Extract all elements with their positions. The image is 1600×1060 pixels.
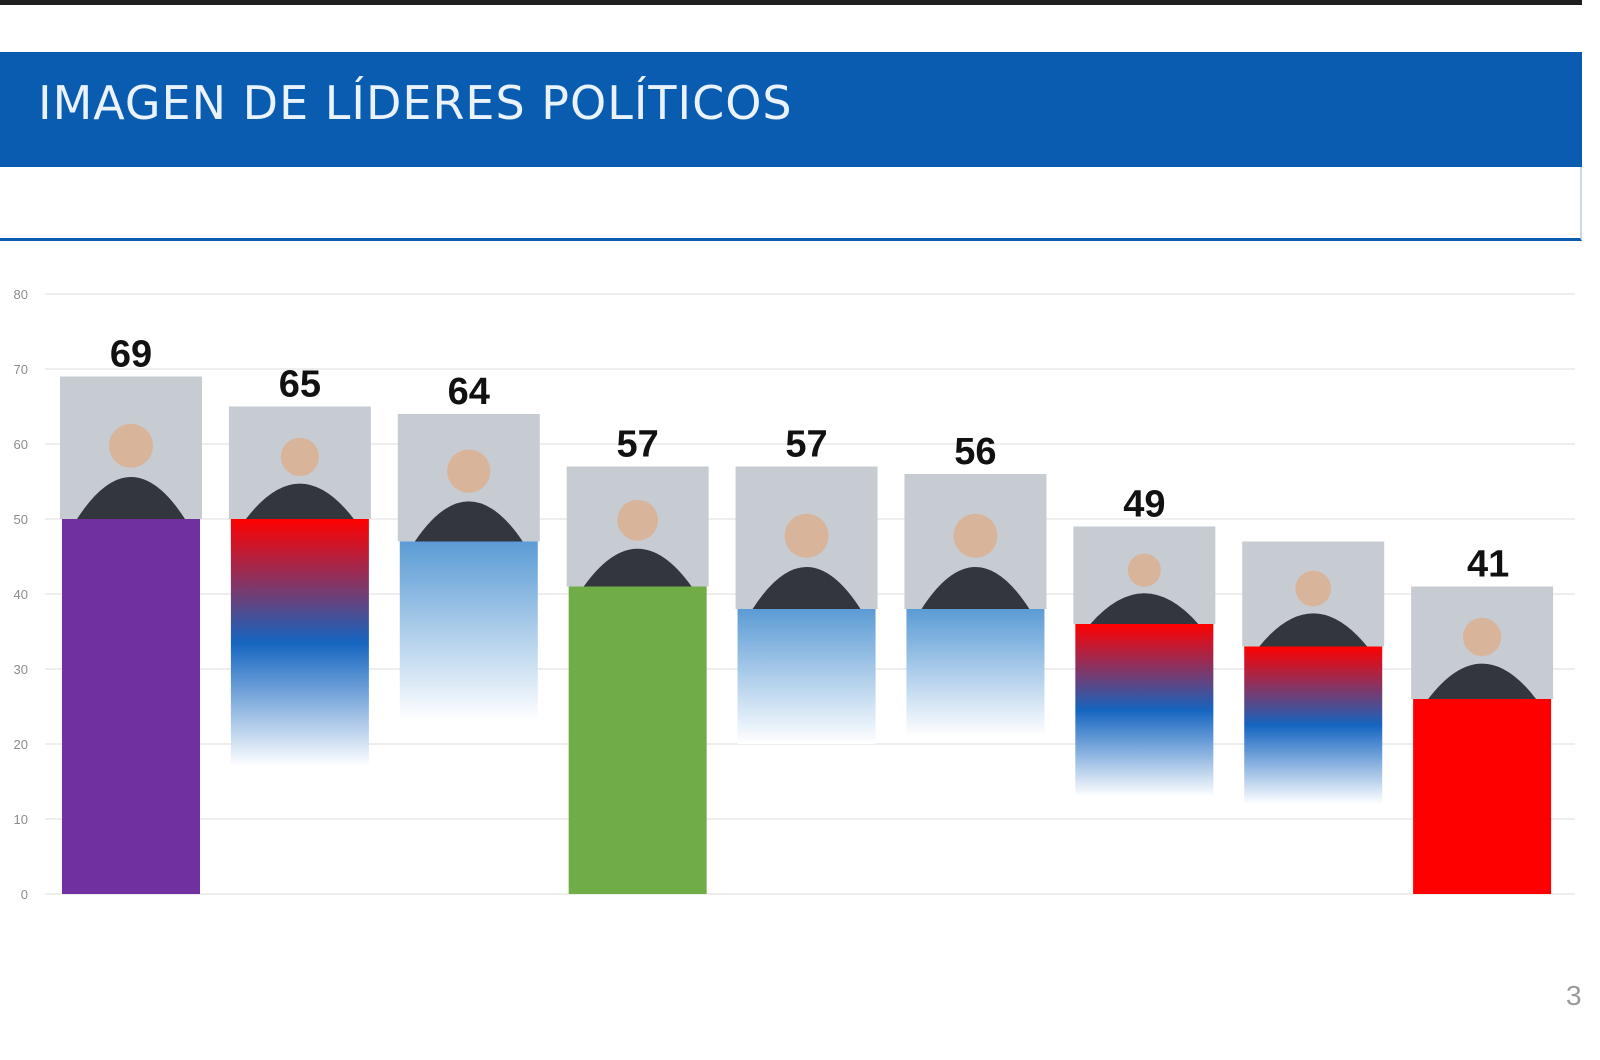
y-tick-label: 30 [14, 662, 28, 677]
photo-shoulders [414, 501, 523, 542]
photo-shoulders [752, 567, 861, 609]
title-band [0, 52, 1582, 167]
bars [62, 519, 1552, 894]
y-tick-label: 70 [14, 362, 28, 377]
photo-shoulders [1259, 613, 1368, 647]
data-label: 57 [617, 424, 659, 466]
photo-head [1127, 553, 1161, 587]
y-tick-label: 50 [14, 512, 28, 527]
bar-8 [1244, 646, 1383, 804]
bar-7 [1075, 624, 1214, 797]
photo-head [447, 449, 491, 493]
bar-6 [906, 609, 1045, 737]
y-axis-ticks: 0 10 20 30 40 50 60 70 80 [14, 287, 28, 902]
data-label: 64 [448, 371, 490, 413]
portrait-photo-icon [1073, 526, 1216, 624]
data-label: 69 [110, 334, 152, 376]
photo-head [109, 423, 153, 468]
photo-shoulders [1428, 663, 1537, 699]
portrait-photo-icon [735, 466, 878, 609]
bar-5 [737, 609, 876, 744]
page-title: IMAGEN DE LÍDERES POLÍTICOS [38, 76, 793, 130]
data-label: 49 [1123, 484, 1165, 526]
photo-head [617, 499, 659, 541]
portrait-photos [60, 376, 1554, 699]
y-tick-label: 60 [14, 437, 28, 452]
photo-shoulders [583, 548, 692, 587]
bar-3 [399, 541, 538, 722]
bar-4 [568, 586, 707, 894]
portrait-photo-icon [1411, 586, 1554, 699]
top-rule [0, 0, 1582, 5]
photo-head [280, 437, 320, 477]
y-tick-label: 0 [21, 887, 28, 902]
photo-shoulders [77, 477, 185, 519]
photo-head [953, 513, 998, 558]
data-label: 65 [279, 364, 321, 406]
bar-9 [1413, 699, 1552, 894]
photo-shoulders [245, 483, 354, 519]
y-tick-label: 20 [14, 737, 28, 752]
data-label: 57 [785, 424, 827, 466]
photo-shoulders [921, 567, 1030, 609]
y-tick-label: 80 [14, 287, 28, 302]
portrait-photo-icon [1242, 541, 1385, 647]
photo-head [1295, 570, 1332, 607]
photo-head [784, 513, 829, 558]
data-labels: 69 65 64 57 57 56 49 41 [110, 334, 1509, 586]
page-number: 3 [1566, 980, 1582, 1011]
portrait-photo-icon [904, 474, 1047, 609]
data-label: 41 [1467, 544, 1509, 586]
bar-1 [62, 519, 200, 894]
photo-head [1462, 617, 1502, 657]
portrait-photo-icon [228, 406, 371, 519]
data-label: 56 [954, 431, 996, 473]
portrait-photo-icon [397, 414, 540, 542]
bar-2 [230, 519, 369, 767]
y-tick-label: 40 [14, 587, 28, 602]
portrait-photo-icon [566, 466, 709, 587]
portrait-photo-icon [60, 376, 202, 519]
photo-shoulders [1090, 593, 1199, 624]
subtitle-band [0, 167, 1582, 241]
bar-chart: 0 10 20 30 40 50 60 70 80 69 65 64 57 57 56 49 41 [14, 287, 1575, 902]
y-tick-label: 10 [14, 812, 28, 827]
